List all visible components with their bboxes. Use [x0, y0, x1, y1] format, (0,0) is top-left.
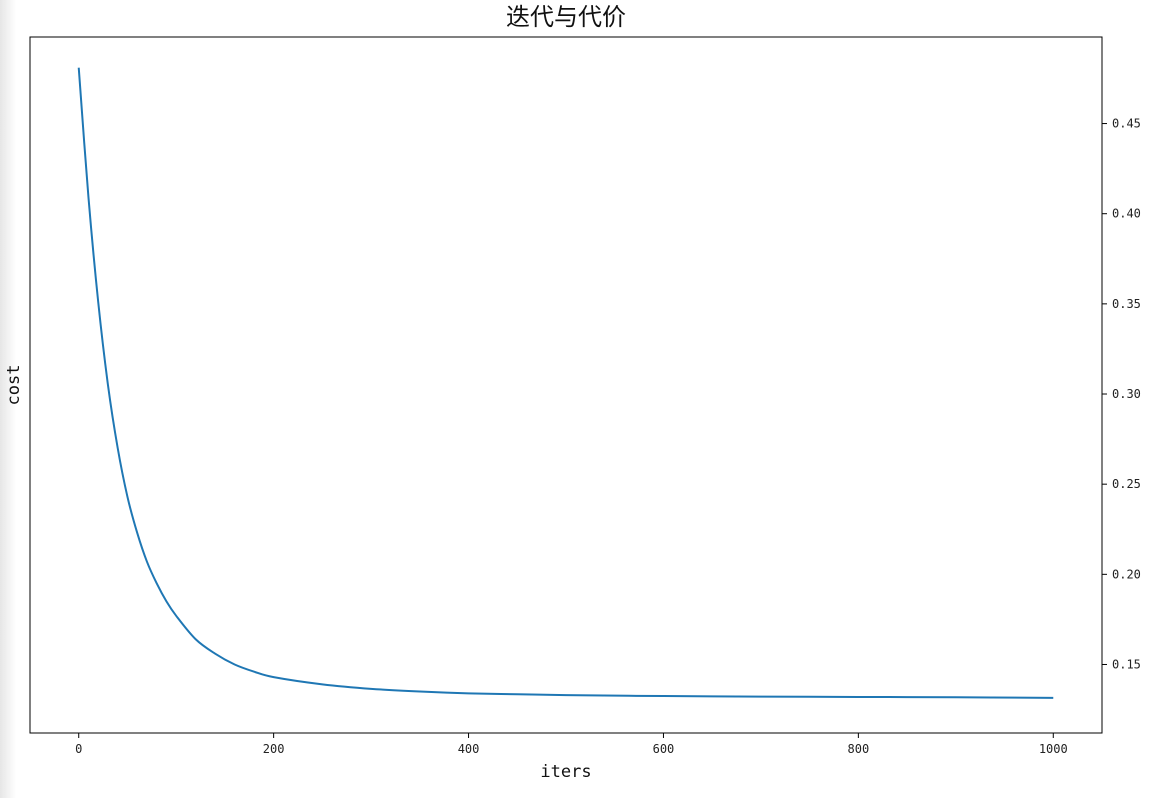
- y-axis-ticks: 0.15 0.20 0.25 0.30 0.35 0.40 0.45: [1102, 117, 1141, 671]
- x-tick-label: 800: [848, 742, 870, 756]
- x-axis-ticks: 0 200 400 600 800 1000: [75, 733, 1068, 756]
- x-tick-label: 400: [458, 742, 480, 756]
- y-tick-label: 0.20: [1112, 567, 1141, 581]
- y-tick-label: 0.15: [1112, 657, 1141, 671]
- plot-frame: [29, 36, 1103, 734]
- y-axis-label: cost: [4, 365, 24, 406]
- x-tick-label: 200: [263, 742, 285, 756]
- y-tick-label: 0.40: [1112, 207, 1141, 221]
- y-tick-label: 0.30: [1112, 387, 1141, 401]
- x-tick-label: 1000: [1039, 742, 1068, 756]
- x-tick-label: 600: [653, 742, 675, 756]
- window-edge-shade: [0, 0, 16, 798]
- y-tick-label: 0.35: [1112, 297, 1141, 311]
- y-tick-label: 0.25: [1112, 477, 1141, 491]
- cost-series-line: [77, 67, 1054, 699]
- chart-title: 迭代与代价: [506, 3, 626, 31]
- x-axis-label: iters: [540, 762, 591, 782]
- x-tick-label: 0: [75, 742, 82, 756]
- y-tick-label: 0.45: [1112, 117, 1141, 131]
